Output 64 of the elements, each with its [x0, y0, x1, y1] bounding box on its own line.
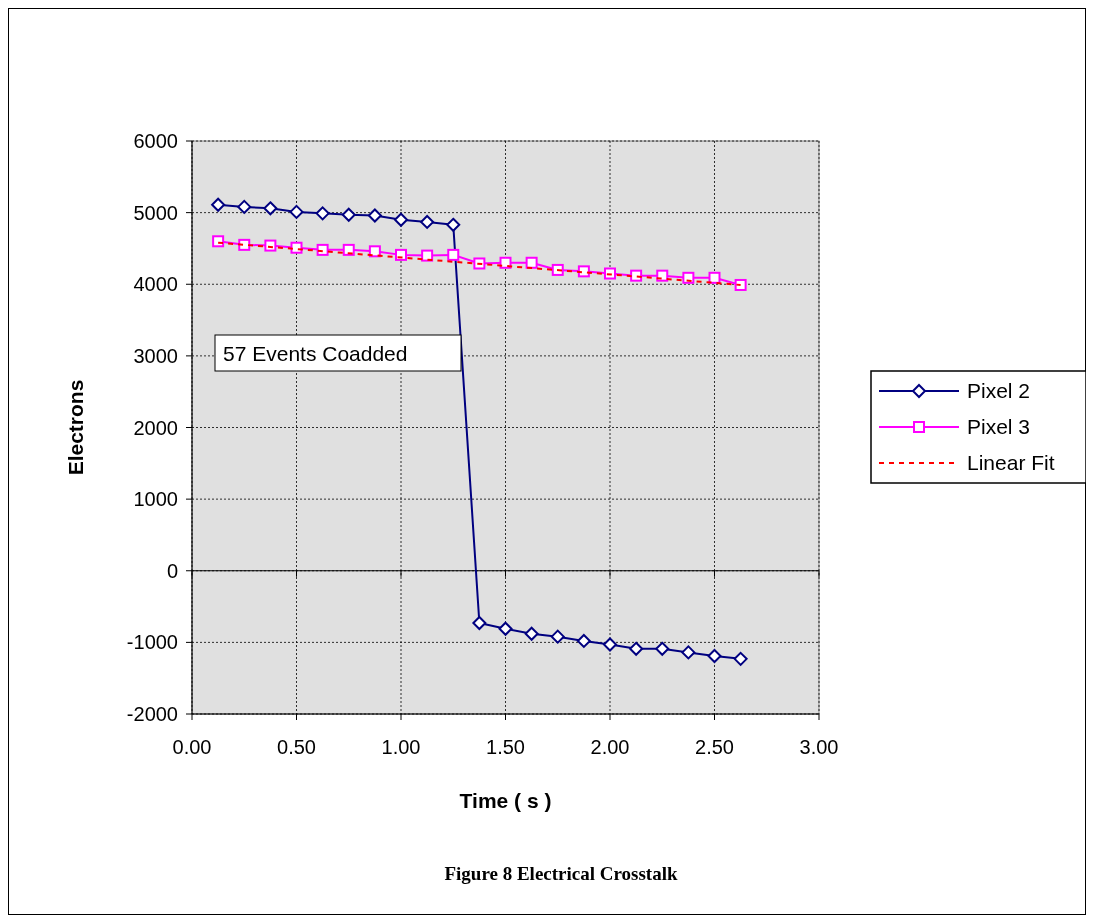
point — [447, 248, 460, 261]
point — [421, 249, 434, 262]
legend-label: Pixel 3 — [967, 415, 1031, 438]
point — [472, 616, 487, 631]
text: Figure 8 Electrical Crosstalk — [444, 863, 678, 884]
y-tick-label: -2000 — [126, 703, 178, 725]
x-tick-label: 1.50 — [486, 736, 525, 758]
point — [498, 621, 513, 636]
point — [237, 199, 252, 214]
point — [264, 239, 277, 252]
point — [630, 269, 643, 282]
point — [655, 641, 670, 656]
y-tick-label: 0 — [166, 559, 178, 582]
point — [263, 201, 278, 216]
x-tick-label: 0.50 — [277, 736, 316, 758]
x-tick-label: 2.50 — [695, 736, 734, 758]
point — [420, 214, 435, 229]
point — [342, 243, 355, 256]
point — [212, 235, 225, 248]
y-tick-label: 2000 — [133, 416, 178, 439]
legend-label: Linear Fit — [967, 451, 1055, 474]
point — [603, 637, 617, 652]
point — [446, 217, 461, 232]
point — [473, 257, 486, 270]
point — [681, 645, 696, 660]
y-tick-label: 5000 — [133, 201, 178, 224]
annotation: 57 Events Coadded — [223, 342, 408, 365]
y-tick-label: 1000 — [133, 488, 178, 511]
y-axis-title: Electrons — [64, 379, 87, 476]
legend-label: Pixel 2 — [967, 379, 1031, 402]
point — [577, 265, 590, 278]
point — [656, 269, 669, 282]
point — [238, 238, 251, 251]
y-tick-label: 4000 — [133, 273, 178, 296]
point — [734, 278, 747, 291]
point — [289, 204, 304, 219]
point — [499, 256, 512, 269]
point — [629, 641, 644, 656]
point — [368, 245, 381, 258]
point — [604, 267, 616, 280]
x-tick-label: 3.00 — [799, 736, 839, 758]
point — [290, 241, 303, 254]
point — [341, 207, 356, 222]
point — [576, 633, 591, 648]
point — [395, 248, 407, 261]
y-tick-label: 6000 — [133, 130, 178, 152]
y-tick-label: -1000 — [126, 631, 178, 654]
x-tick-label: 0.00 — [172, 736, 212, 758]
point — [524, 626, 539, 641]
point — [316, 243, 329, 256]
x-axis-title: Time ( s ) — [459, 789, 552, 812]
point — [708, 271, 721, 284]
point — [211, 197, 226, 212]
point — [525, 256, 538, 269]
point — [707, 648, 722, 663]
point — [367, 208, 382, 223]
y-tick-label: 3000 — [133, 344, 178, 367]
point — [394, 212, 408, 227]
point — [315, 206, 330, 221]
x-tick-label: 2.00 — [590, 736, 630, 758]
point — [733, 651, 748, 666]
point — [550, 629, 565, 644]
point — [551, 263, 564, 276]
x-tick-label: 1.00 — [381, 736, 421, 758]
